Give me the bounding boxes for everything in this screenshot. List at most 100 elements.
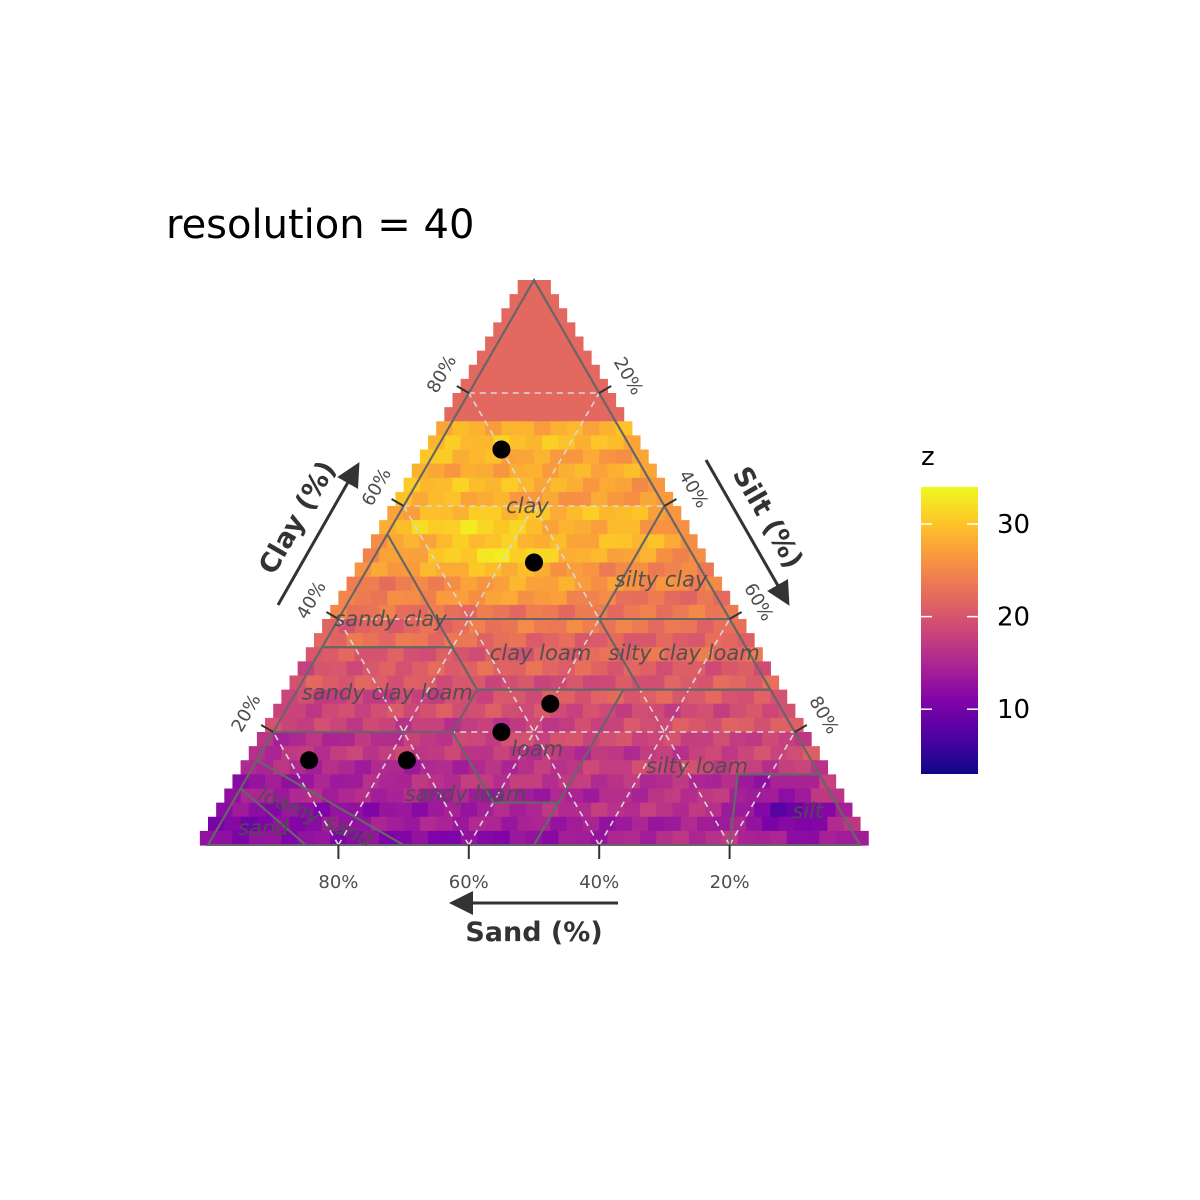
silt-tick-label: 40%	[674, 467, 712, 512]
heat-cell	[582, 506, 600, 521]
heat-cell	[639, 689, 657, 705]
heat-cell	[591, 491, 608, 507]
heat-cell	[395, 689, 413, 705]
heat-cell	[534, 732, 551, 747]
heat-cell	[525, 830, 543, 846]
heat-cell	[485, 647, 502, 662]
heat-cell	[729, 760, 747, 775]
heat-cell	[485, 675, 502, 691]
heat-cell	[525, 576, 543, 592]
heat-cell	[419, 647, 437, 662]
heat-cell	[729, 732, 747, 747]
heat-cell	[648, 732, 665, 747]
heat-cell	[664, 534, 682, 549]
heat-cell	[517, 280, 535, 295]
heat-cell	[509, 604, 527, 620]
heat-cell	[224, 816, 242, 832]
heat-cell	[574, 746, 592, 761]
heat-cell	[680, 647, 698, 662]
heat-cell	[623, 633, 641, 648]
heat-cell	[403, 788, 421, 804]
heat-cell	[713, 590, 731, 606]
heat-cell	[762, 675, 780, 691]
heat-cell	[428, 463, 445, 479]
heat-cell	[713, 675, 731, 691]
heat-cell	[566, 336, 584, 352]
heat-cell	[631, 506, 649, 521]
heat-cell	[509, 407, 527, 422]
heat-cell	[509, 576, 527, 592]
heat-cell	[566, 393, 584, 408]
heat-cell	[656, 491, 674, 507]
heat-cell	[338, 788, 356, 804]
heat-cell	[607, 774, 625, 790]
heat-cell	[656, 746, 674, 761]
heat-cell	[582, 675, 600, 691]
heat-cell	[582, 421, 600, 436]
sand-tick-label: 60%	[449, 872, 489, 893]
heat-cell	[517, 703, 535, 719]
heat-cell	[379, 661, 397, 677]
heat-cell	[452, 816, 470, 832]
heat-cell	[615, 619, 633, 634]
heat-cell	[354, 788, 372, 804]
heat-cell	[338, 732, 356, 747]
heat-cell	[582, 534, 600, 549]
heat-cell	[770, 830, 788, 846]
sand-axis-title: Sand (%)	[465, 917, 602, 948]
heat-cell	[737, 802, 755, 818]
heat-cell	[550, 816, 568, 832]
heat-cell	[493, 407, 511, 422]
heat-cell	[607, 746, 625, 761]
heat-cell	[428, 633, 445, 648]
heat-cell	[411, 604, 429, 620]
heat-cell	[354, 619, 372, 634]
silt-tick-mark	[729, 611, 743, 620]
heat-cell	[525, 435, 543, 451]
heat-cell	[273, 703, 291, 719]
silt-arrow	[704, 459, 790, 606]
heat-cell	[672, 802, 690, 818]
heat-cell	[843, 816, 861, 832]
heat-cell	[444, 520, 462, 535]
heat-cell	[656, 520, 674, 535]
heat-cell	[615, 590, 633, 606]
heat-cell	[322, 703, 339, 719]
heat-cell	[371, 760, 388, 775]
heat-cell	[476, 633, 494, 648]
heat-cell	[574, 378, 592, 394]
heat-cell	[542, 520, 560, 535]
heat-cell	[256, 788, 274, 804]
heat-cell	[582, 816, 600, 832]
heat-cell	[525, 774, 543, 790]
heat-cell	[419, 562, 437, 578]
heat-cell	[313, 802, 331, 818]
heat-cell	[452, 647, 470, 662]
heat-cell	[615, 647, 633, 662]
heat-cell	[403, 590, 421, 606]
heat-cell	[534, 816, 551, 832]
heat-cell	[468, 477, 486, 493]
heat-cell	[582, 477, 600, 493]
heat-cell	[623, 746, 641, 761]
region-label-silt: silt	[792, 799, 824, 823]
heat-cell	[273, 732, 291, 747]
heat-cell	[558, 717, 576, 733]
heat-cell	[599, 703, 617, 719]
heat-cell	[582, 788, 600, 804]
heat-cell	[297, 802, 315, 818]
heat-cell	[232, 802, 250, 818]
heat-cell	[305, 816, 323, 832]
heat-cell	[615, 534, 633, 549]
heat-cell	[607, 491, 625, 507]
heat-cell	[639, 830, 657, 846]
heat-cell	[558, 774, 576, 790]
heat-cell	[501, 421, 519, 436]
heat-cell	[729, 703, 747, 719]
heat-cell	[713, 732, 731, 747]
heat-cell	[615, 477, 633, 493]
heat-cell	[338, 675, 356, 691]
heat-cell	[501, 308, 519, 323]
heat-cell	[395, 717, 413, 733]
heat-cell	[631, 562, 649, 578]
